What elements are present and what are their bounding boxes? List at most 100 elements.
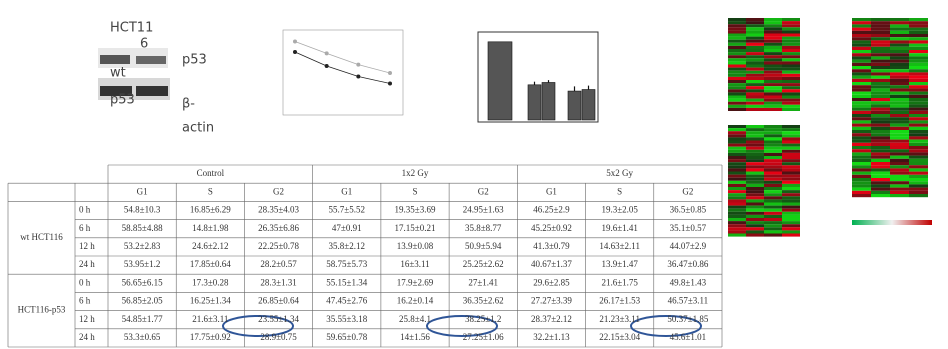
heatmap-cell — [782, 175, 800, 178]
heatmap-cell — [890, 194, 909, 197]
heatmap-cell — [909, 24, 928, 27]
heatmap-cell — [728, 150, 746, 153]
heatmap-cell — [909, 172, 928, 175]
heatmap-cell — [852, 124, 871, 127]
heatmap-cell — [782, 68, 800, 71]
heatmap-cell — [728, 24, 746, 27]
table-cell: 28.3±1.31 — [260, 277, 296, 287]
heatmap-cell — [852, 184, 871, 187]
heatmap-cell — [746, 71, 764, 74]
heatmap-cell — [909, 31, 928, 34]
heatmap-cell — [746, 221, 764, 224]
heatmap-cell — [871, 18, 890, 21]
heatmap-cell — [909, 124, 928, 127]
heatmap-cell — [871, 24, 890, 27]
heatmap-cell — [871, 50, 890, 53]
heatmap-cell — [728, 137, 746, 140]
heatmap-cell — [852, 98, 871, 101]
heatmap-cell — [890, 191, 909, 194]
row-time: 6 h — [79, 223, 91, 233]
heatmap-cell — [909, 21, 928, 24]
heatmap-cell — [890, 108, 909, 111]
heatmap-cell — [782, 58, 800, 61]
line-panel-frame — [283, 30, 403, 115]
heatmap-cell — [764, 43, 782, 46]
table-cell: 55.7±5.52 — [329, 205, 365, 215]
blot-band — [136, 56, 166, 64]
heatmap-cell — [909, 63, 928, 66]
heatmap-cell — [728, 224, 746, 227]
heatmap-cell — [890, 88, 909, 91]
heatmap-cell — [764, 49, 782, 52]
heatmap-cell — [746, 196, 764, 199]
table-cell: 17.9±2.69 — [397, 277, 434, 287]
heatmap-cell — [871, 130, 890, 133]
heatmap-cell — [764, 190, 782, 193]
table-cell: 45.6±1.01 — [670, 332, 706, 342]
heatmap-cell — [871, 31, 890, 34]
heatmap-cell — [782, 128, 800, 131]
heatmap-cell — [890, 133, 909, 136]
table-cell: 21.23±3.11 — [599, 314, 640, 324]
table-cell: 59.65±0.78 — [326, 332, 367, 342]
heatmap-cell — [728, 108, 746, 111]
heatmap-cell — [890, 28, 909, 31]
heatmap-cell — [764, 40, 782, 43]
heatmap-cell — [746, 131, 764, 134]
heatmap-cell — [852, 168, 871, 171]
heatmap-cell — [909, 114, 928, 117]
heatmap-cell — [746, 55, 764, 58]
table-cell: 56.65±6.15 — [122, 277, 163, 287]
heatmap-cell — [728, 30, 746, 33]
blot-label: HCT11 — [110, 21, 153, 36]
heatmap-cell — [909, 120, 928, 123]
heatmap-cell — [890, 184, 909, 187]
heatmap-cell — [871, 120, 890, 123]
heatmap-cell — [871, 60, 890, 63]
heatmap-cell — [782, 89, 800, 92]
heatmap-cell — [764, 137, 782, 140]
heatmap-cell — [782, 46, 800, 49]
heatmap-cell — [890, 175, 909, 178]
heatmap-cell — [909, 127, 928, 130]
heatmap-cell — [871, 127, 890, 130]
heatmap-cell — [746, 224, 764, 227]
heatmap-cell — [871, 47, 890, 50]
heatmap-cell — [782, 27, 800, 30]
heatmap-cell — [746, 52, 764, 55]
table-cell: 28.37±2.12 — [531, 314, 572, 324]
heatmap-cell — [728, 27, 746, 30]
heatmap-cell — [728, 102, 746, 105]
heatmap-cell — [764, 89, 782, 92]
heatmap-cell — [728, 215, 746, 218]
heatmap-cell — [764, 234, 782, 237]
heatmap-cell — [782, 206, 800, 209]
heatmap-cell — [890, 140, 909, 143]
point — [325, 64, 329, 68]
heatmap-cell — [871, 72, 890, 75]
heatmap-cell — [728, 18, 746, 21]
heatmap-cell — [909, 108, 928, 111]
heatmap-cell — [890, 127, 909, 130]
heatmap-cell — [764, 230, 782, 233]
heatmap-cell — [782, 172, 800, 175]
heatmap-cell — [852, 92, 871, 95]
heatmap-cell — [782, 105, 800, 108]
heatmap-cell — [746, 181, 764, 184]
heatmap-cell — [746, 102, 764, 105]
heatmap-cell — [746, 30, 764, 33]
heatmap-cell — [890, 44, 909, 47]
heatmap-cell — [909, 117, 928, 120]
heatmap-cell — [871, 66, 890, 69]
heatmap-cell — [871, 28, 890, 31]
heatmap-cell — [782, 181, 800, 184]
heatmap-cell — [728, 156, 746, 159]
heatmap-cell — [852, 24, 871, 27]
heatmap-cell — [782, 92, 800, 95]
heatmap-cell — [746, 49, 764, 52]
heatmap-cell — [871, 56, 890, 59]
heatmap-cell — [871, 136, 890, 139]
blot-label: β- — [182, 97, 195, 112]
heatmap-cell — [764, 153, 782, 156]
bar — [582, 90, 595, 120]
